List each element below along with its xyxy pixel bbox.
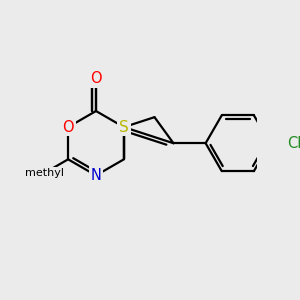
Text: methyl: methyl <box>25 168 64 178</box>
Text: O: O <box>90 71 102 86</box>
Text: N: N <box>91 168 101 183</box>
Text: S: S <box>119 120 129 135</box>
Text: Cl: Cl <box>287 136 300 151</box>
Text: O: O <box>62 120 74 135</box>
